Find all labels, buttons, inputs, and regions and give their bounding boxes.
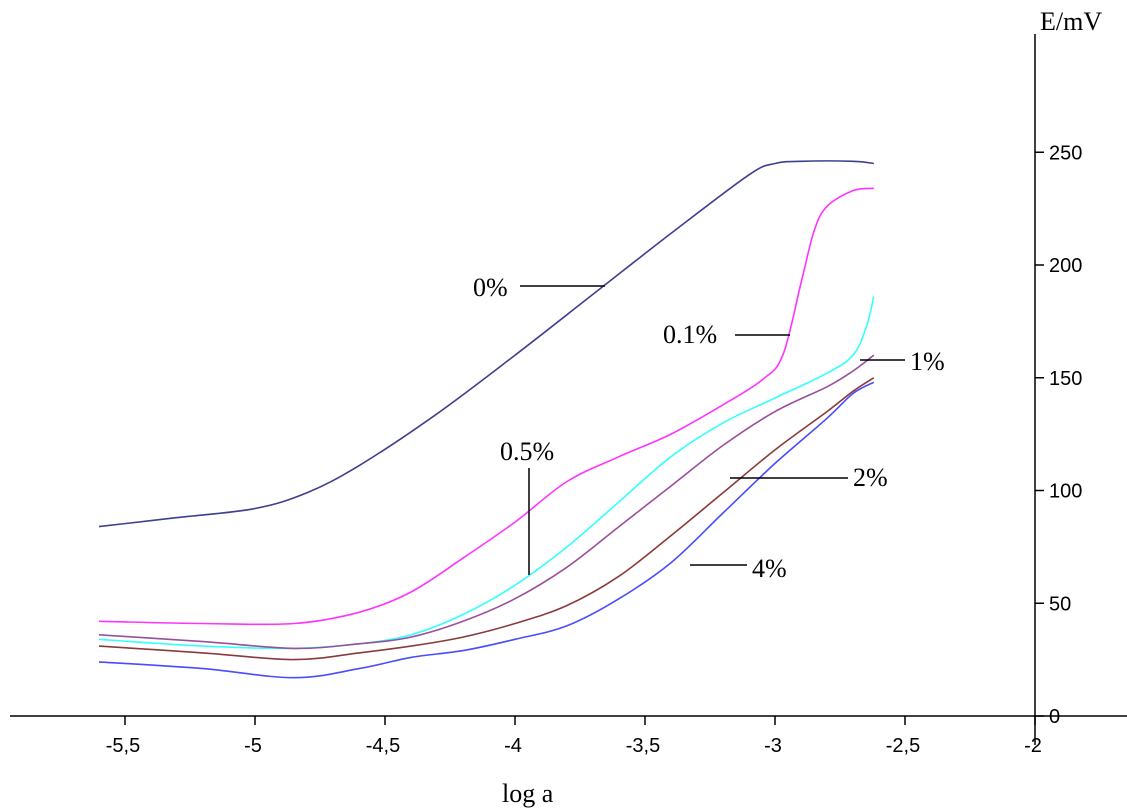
x-tick-label: -4: [504, 735, 522, 757]
x-tick-label: -5,5: [106, 735, 140, 757]
axes: -5,5 -5 -4,5 -4 -3,5 -3 -2,5 -2 0 50 100 150 200 250: [10, 34, 1127, 757]
series-label: 2%: [853, 463, 888, 492]
x-tick-label: -2: [1024, 735, 1042, 757]
series-line-4-: [98, 381, 875, 679]
y-axis-title: E/mV: [1040, 7, 1102, 36]
y-tick-label: 100: [1049, 481, 1082, 503]
y-tick-label: 150: [1049, 368, 1082, 390]
x-tick-label: -5: [244, 735, 262, 757]
series-label: 4%: [752, 554, 787, 583]
series-label: 0.1%: [663, 320, 717, 349]
x-tick-label: -2,5: [886, 735, 920, 757]
series-line-0-5-: [98, 296, 875, 650]
series-line-0-1-: [98, 187, 874, 626]
x-axis-title: log a: [502, 779, 554, 808]
y-tick-label: 0: [1049, 706, 1060, 728]
y-tick-label: 250: [1049, 142, 1082, 164]
plot-lines: [98, 160, 875, 679]
x-tick-label: -3: [764, 735, 782, 757]
series-label: 1%: [910, 347, 945, 376]
series-line-1-: [98, 354, 875, 650]
y-tick-label: 50: [1049, 593, 1071, 615]
x-tick-label: -3,5: [626, 735, 660, 757]
series-line-2-: [98, 377, 875, 661]
y-tick-label: 200: [1049, 255, 1082, 277]
series-line-0-: [98, 160, 874, 528]
x-tick-label: -4,5: [366, 735, 400, 757]
series-label: 0%: [473, 273, 508, 302]
series-label: 0.5%: [500, 437, 554, 466]
annotations: 0% 0.1% 0.5% 1% 2% 4%: [473, 273, 945, 583]
